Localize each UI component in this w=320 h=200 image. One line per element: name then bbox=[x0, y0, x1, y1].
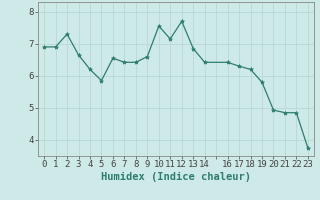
X-axis label: Humidex (Indice chaleur): Humidex (Indice chaleur) bbox=[101, 172, 251, 182]
